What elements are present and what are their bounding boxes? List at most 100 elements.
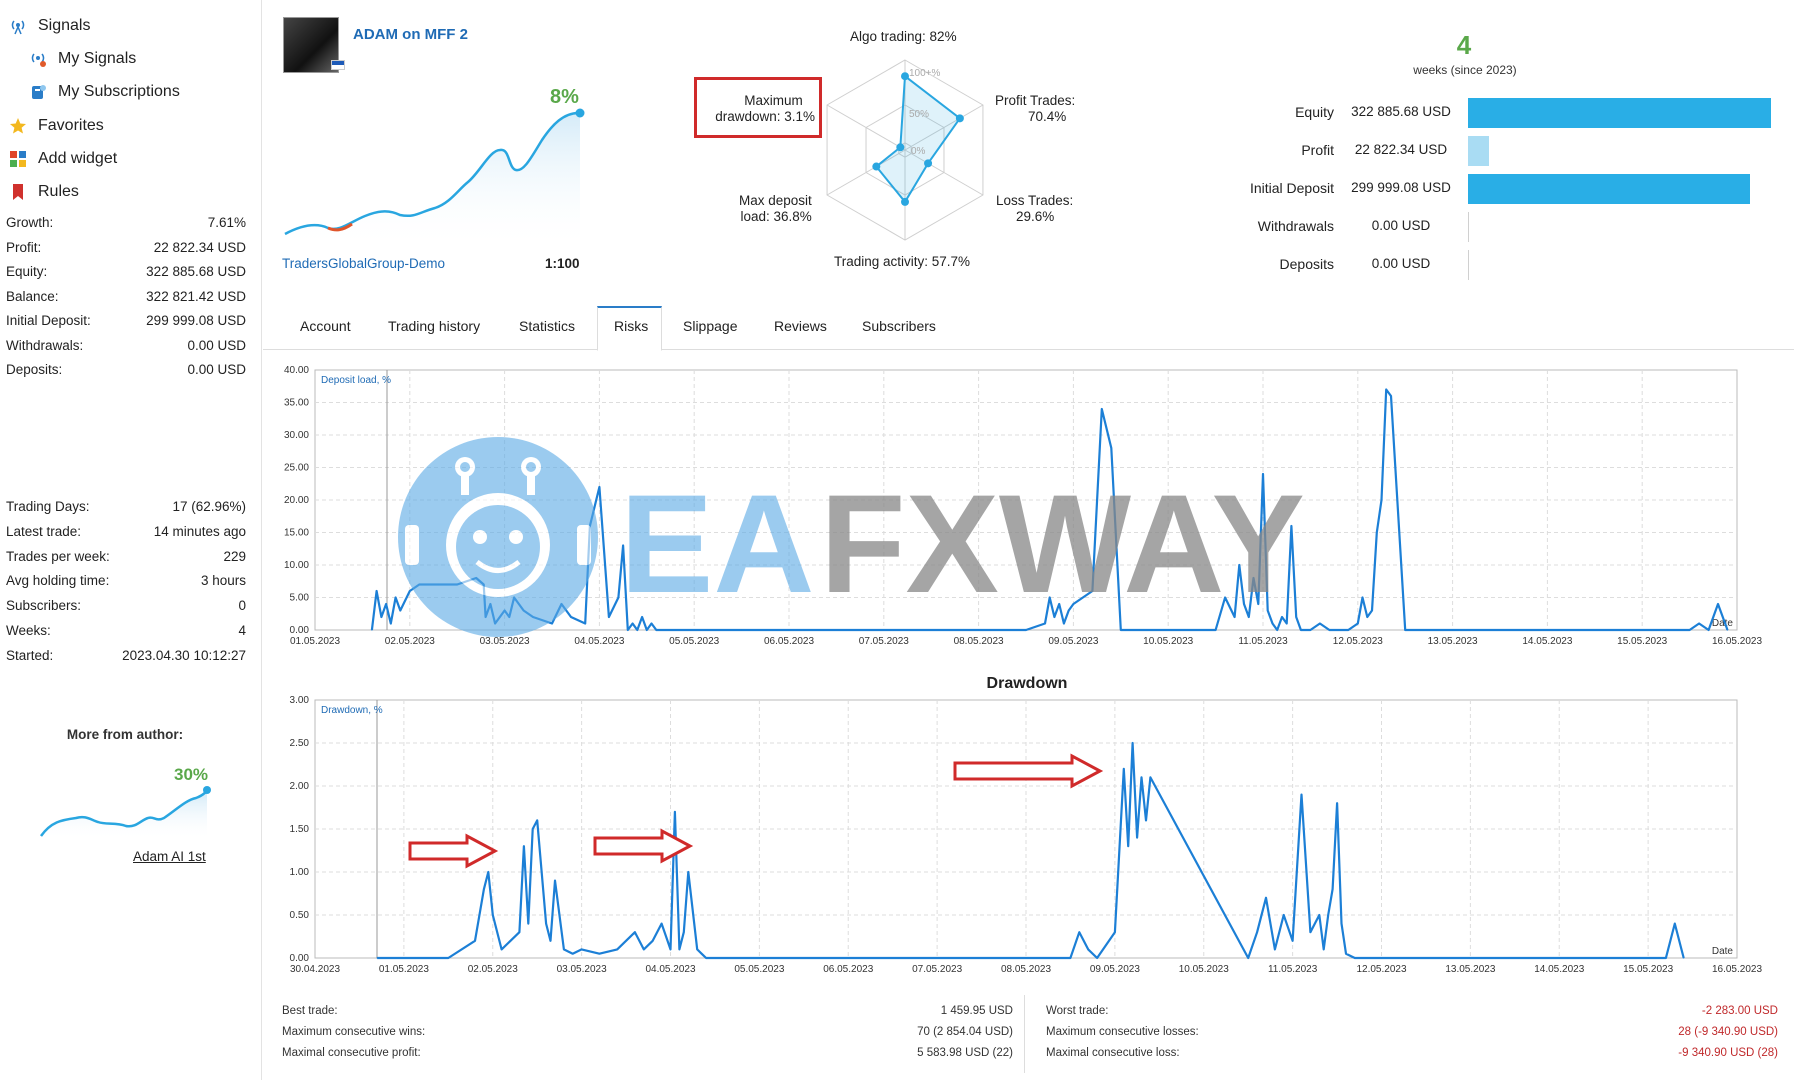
summary-label: Equity <box>1295 104 1334 120</box>
sidebar-item-label: Signals <box>38 17 91 34</box>
data-point <box>1068 609 1070 612</box>
stat-value: 14 minutes ago <box>153 523 246 539</box>
data-point <box>1078 931 1080 933</box>
stat-value: 0 <box>238 598 246 614</box>
data-point <box>1025 629 1027 631</box>
leverage: 1:100 <box>545 256 580 271</box>
data-point <box>447 957 449 959</box>
data-point <box>549 940 552 942</box>
star-icon <box>8 116 28 136</box>
data-point <box>598 953 600 955</box>
data-point <box>1025 957 1027 959</box>
signal-title[interactable]: ADAM on MFF 2 <box>353 26 468 43</box>
author-growth-sparkline[interactable]: 30% <box>36 760 216 840</box>
sidebar-item-my-signals[interactable]: My Signals <box>28 45 136 73</box>
radar-axis <box>826 104 906 151</box>
data-point <box>501 948 503 950</box>
data-point <box>390 622 392 625</box>
stat-label: Balance: <box>6 288 59 304</box>
data-point <box>1286 622 1288 625</box>
data-point <box>1063 622 1065 625</box>
data-point <box>1145 819 1147 821</box>
tab-trading-history[interactable]: Trading history <box>388 318 481 334</box>
data-point <box>655 629 657 631</box>
data-point <box>1274 948 1276 950</box>
data-point <box>536 819 538 821</box>
x-tick-label: 11.05.2023 <box>1238 636 1288 647</box>
data-point <box>570 616 572 618</box>
summary-label: Initial Deposit <box>1249 180 1334 196</box>
data-point <box>1683 957 1685 959</box>
radar-point <box>955 114 964 123</box>
data-point <box>1271 622 1274 625</box>
data-point <box>1323 948 1325 950</box>
stat-value: 5 583.98 USD (22) <box>917 1047 1013 1059</box>
data-point <box>1091 590 1093 592</box>
sidebar-item-add-widget[interactable]: Add widget <box>8 145 117 173</box>
stat-row: Subscribers: 0 <box>6 598 246 613</box>
stat-label: Started: <box>6 647 54 663</box>
data-point <box>1647 957 1649 959</box>
sidebar-item-favorites[interactable]: Favorites <box>8 112 104 140</box>
data-point <box>1124 629 1127 631</box>
stat-label: Trades per week: <box>6 548 110 564</box>
data-point <box>1292 940 1294 942</box>
data-point <box>394 596 397 599</box>
data-point <box>492 914 494 916</box>
tab-risks[interactable]: Risks <box>614 318 649 334</box>
tab-subscribers[interactable]: Subscribers <box>862 318 936 334</box>
data-point <box>636 629 638 631</box>
x-tick-label: 14.05.2023 <box>1522 636 1572 647</box>
stat-label: Maximal consecutive loss: <box>1046 1047 1180 1059</box>
data-point <box>678 948 680 950</box>
data-point <box>1380 957 1383 959</box>
broker-server[interactable]: TradersGlobalGroup-Demo <box>282 256 446 271</box>
weeks-count: 4 <box>1456 30 1472 60</box>
x-tick-label: 11.05.2023 <box>1268 964 1318 975</box>
summary-bar <box>1468 136 1490 166</box>
data-point <box>641 616 643 618</box>
data-point <box>1290 525 1293 527</box>
sidebar-item-my-subscriptions[interactable]: My Subscriptions <box>28 78 180 106</box>
stat-row: Deposits: 0.00 USD <box>6 362 246 377</box>
stat-label: Profit: <box>6 239 42 255</box>
data-point <box>1139 629 1141 631</box>
stat-label: Maximum consecutive wins: <box>282 1026 426 1038</box>
x-tick-label: 30.04.2023 <box>290 964 340 975</box>
stat-value: -9 340.90 USD (28) <box>1678 1047 1778 1059</box>
sidebar-item-signals[interactable]: Signals <box>8 12 90 40</box>
stat-label: Best trade: <box>282 1005 338 1017</box>
data-point <box>509 940 512 942</box>
tab-slippage[interactable]: Slippage <box>683 318 738 334</box>
avatar[interactable] <box>283 17 339 73</box>
data-point <box>1215 629 1217 631</box>
data-point <box>409 590 411 592</box>
sidebar: Signals My Signals My Subscriptions Favo… <box>0 0 262 1080</box>
author-signal-link[interactable]: Adam AI 1st <box>133 849 206 864</box>
tab-statistics[interactable]: Statistics <box>519 318 576 334</box>
x-tick-label: 06.05.2023 <box>823 964 873 975</box>
sidebar-item-rules[interactable]: Rules <box>8 178 79 206</box>
data-point <box>1347 629 1349 631</box>
data-point <box>665 629 667 631</box>
x-tick-label: 12.05.2023 <box>1333 636 1383 647</box>
tab-reviews[interactable]: Reviews <box>774 318 827 334</box>
data-point <box>1044 622 1046 625</box>
stat-value: 17 (62.96%) <box>172 499 246 514</box>
data-point <box>598 486 600 488</box>
stat-value: 229 <box>223 548 246 564</box>
stat-row: Started: 2023.04.30 10:12:27 <box>6 648 246 663</box>
data-point <box>584 622 586 625</box>
data-point <box>1295 616 1297 618</box>
subscriptions-icon <box>28 82 48 102</box>
drawdown-chart[interactable]: Drawdown 0.00 0.50 1.00 1.50 2.00 2.50 3.00 30.0… <box>280 665 1780 985</box>
radar-scale-100: 100+% <box>909 68 941 79</box>
tab-account[interactable]: Account <box>300 318 351 334</box>
data-point <box>572 953 574 955</box>
growth-chart[interactable] <box>280 90 590 250</box>
data-point <box>1327 914 1329 916</box>
data-point <box>608 616 610 618</box>
series-label: Drawdown, % <box>321 705 383 716</box>
data-point <box>758 957 760 959</box>
data-point <box>1336 802 1338 804</box>
